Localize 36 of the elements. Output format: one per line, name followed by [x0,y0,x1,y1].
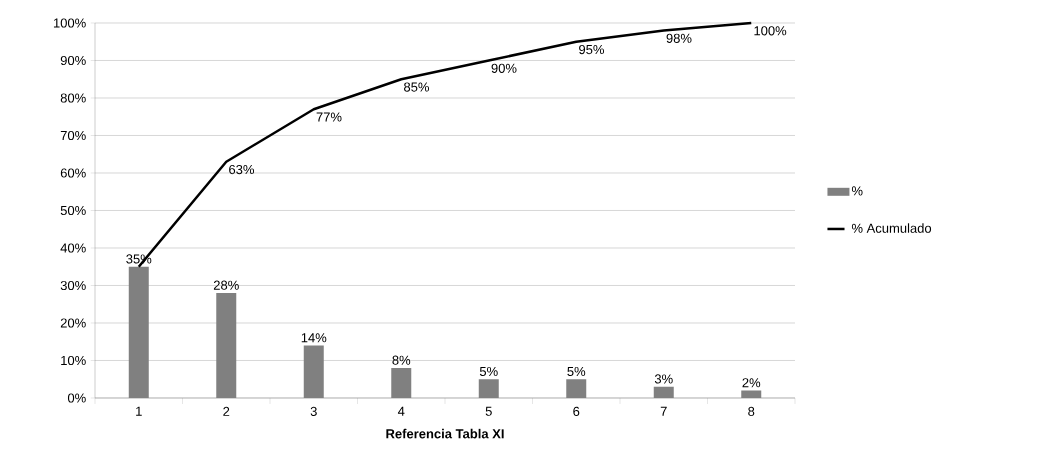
data-label: 85% [404,82,430,92]
y-tick-label: 60% [60,168,86,178]
y-tick-label: 0% [67,393,86,403]
y-tick-label: 50% [60,205,86,216]
data-label: 8% [392,355,411,365]
x-tick-label: 2 [223,406,230,416]
data-label: 98% [666,33,692,43]
y-tick-label: 10% [61,355,86,366]
x-tick-label: 3 [310,406,317,416]
y-tick-label: 40% [60,243,86,253]
data-label: 3% [654,374,673,384]
data-label: 90% [491,63,517,73]
data-label: 5% [567,366,586,377]
y-tick-label: 100% [53,18,86,28]
y-tick-label: 70% [60,130,86,141]
x-tick-label: 1 [136,406,142,416]
data-label: 28% [213,280,239,290]
legend-label: % Acumulado [851,223,932,233]
data-label: 63% [229,164,255,175]
data-label: 2% [742,378,761,388]
y-tick-label: 90% [60,55,86,66]
data-label: 5% [479,366,498,377]
x-axis-title: Referencia Tabla XI [386,428,504,439]
data-label: 95% [579,44,605,55]
y-tick-label: 30% [60,280,86,291]
data-label: 14% [301,333,327,343]
legend-label: % [851,186,863,196]
x-tick-label: 6 [573,406,580,416]
y-tick-label: 80% [60,93,86,103]
y-tick-label: 20% [60,318,86,328]
x-tick-label: 7 [660,406,667,416]
data-label: 100% [754,26,787,36]
x-tick-label: 5 [485,406,492,416]
data-label: 77% [316,112,342,122]
x-tick-label: 4 [397,406,405,416]
x-tick-label: 8 [748,406,755,416]
